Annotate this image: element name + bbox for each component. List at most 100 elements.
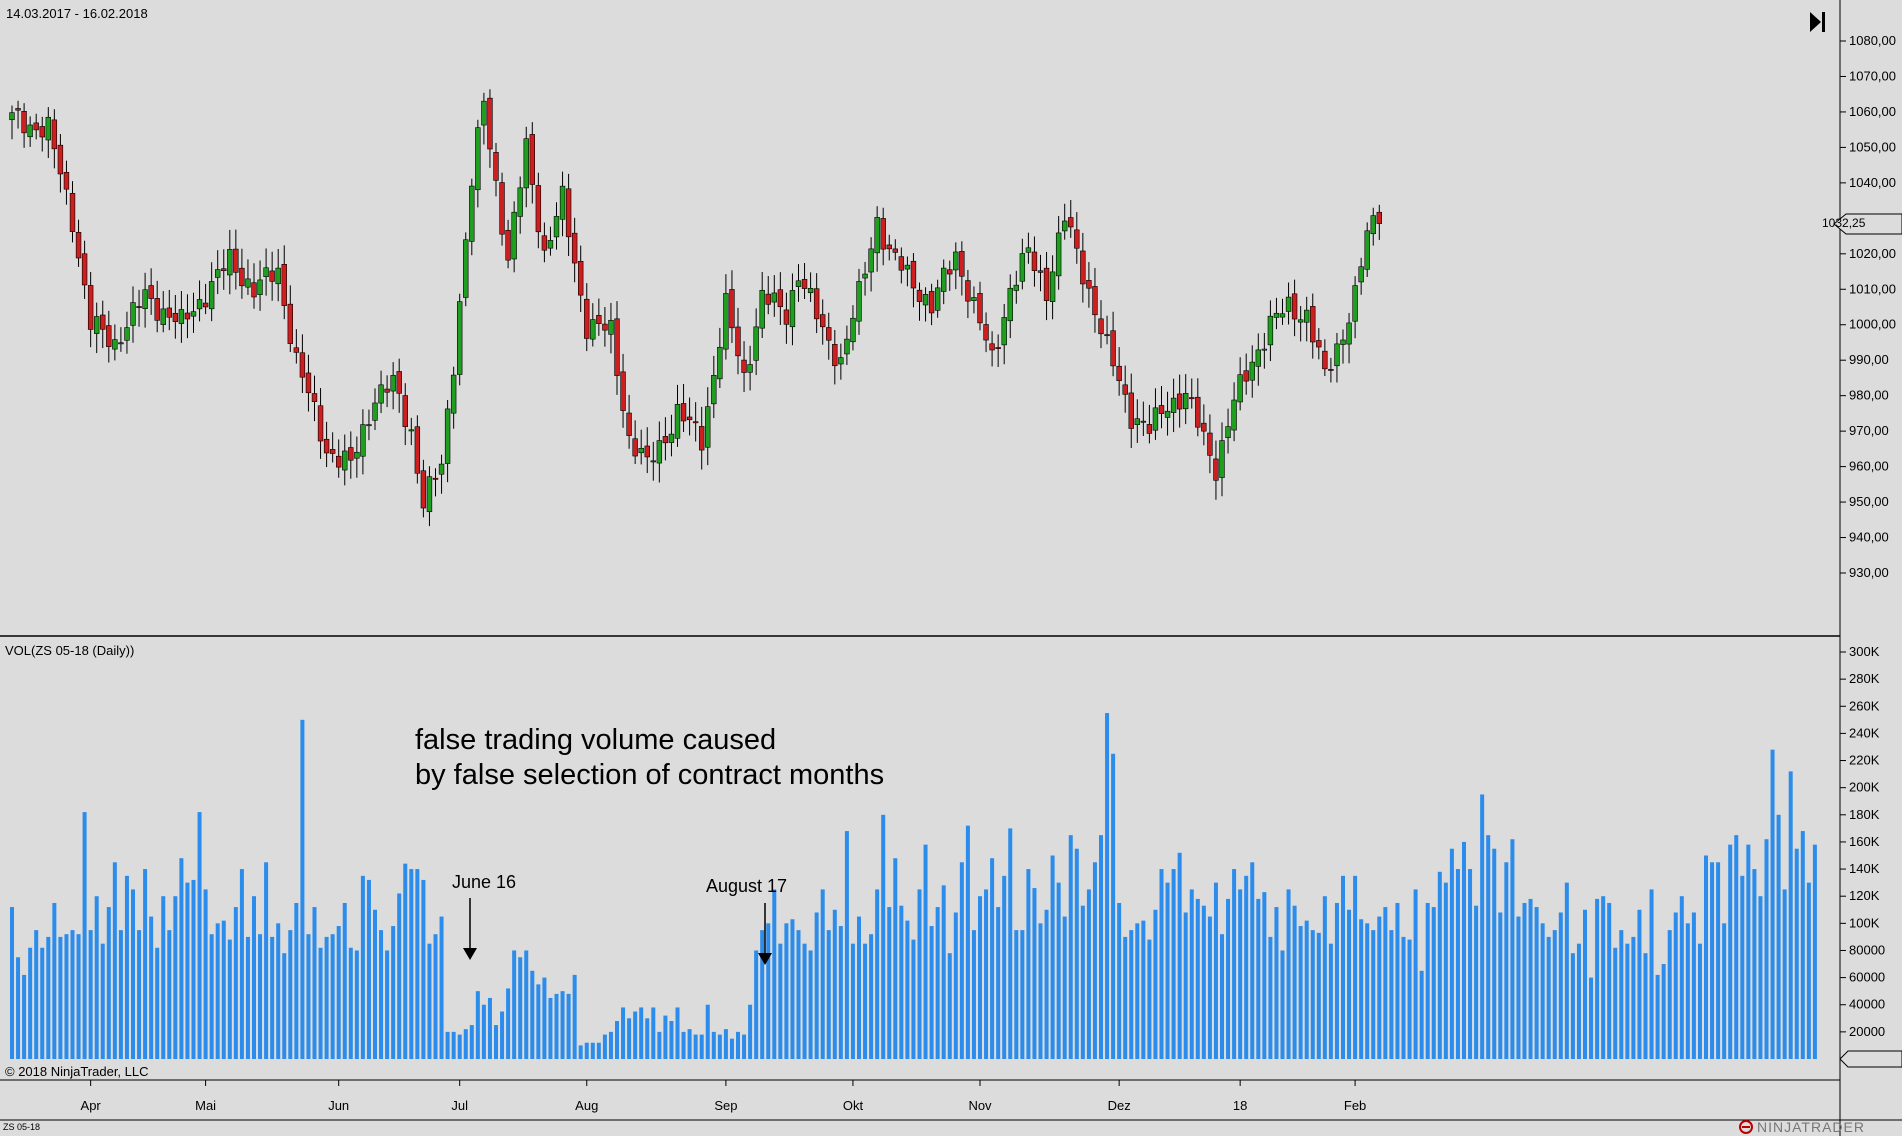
down-candle xyxy=(493,152,499,181)
volume-bar xyxy=(1558,912,1563,1059)
up-candle xyxy=(1304,309,1310,323)
up-candle xyxy=(1297,319,1304,323)
up-candle xyxy=(1267,315,1274,346)
volume-bar xyxy=(191,879,196,1059)
up-candle xyxy=(1055,232,1062,277)
volume-tick-label: 220K xyxy=(1849,753,1880,768)
down-candle xyxy=(1328,368,1334,371)
volume-bar xyxy=(554,993,559,1059)
down-candle xyxy=(541,235,548,251)
volume-bar xyxy=(1165,882,1170,1059)
volume-bar xyxy=(1232,869,1237,1059)
volume-bar xyxy=(1147,939,1152,1059)
down-candle xyxy=(329,449,336,454)
volume-bar xyxy=(832,909,837,1059)
volume-bar xyxy=(100,943,105,1059)
volume-bar xyxy=(663,1015,668,1059)
volume-bar xyxy=(1516,916,1521,1059)
volume-bar xyxy=(1334,902,1339,1059)
up-candle xyxy=(795,280,802,287)
volume-bar xyxy=(457,1034,462,1059)
price-tick-label: 1020,00 xyxy=(1849,246,1896,261)
up-candle xyxy=(456,301,463,375)
volume-bar xyxy=(1129,930,1134,1059)
down-candle xyxy=(989,343,995,351)
down-candle xyxy=(1037,270,1044,273)
down-candle xyxy=(1140,420,1147,423)
volume-bar xyxy=(433,934,438,1059)
down-candle xyxy=(910,260,917,289)
volume-bar xyxy=(1552,930,1557,1059)
up-candle xyxy=(1019,253,1026,282)
volume-bar xyxy=(294,902,299,1059)
time-tick-label: Apr xyxy=(81,1098,102,1113)
volume-bar xyxy=(94,896,99,1059)
up-candle xyxy=(771,292,778,303)
volume-bar xyxy=(1504,862,1509,1059)
skip-to-end-icon[interactable] xyxy=(1810,12,1825,32)
down-candle xyxy=(529,134,536,185)
down-candle xyxy=(729,289,735,329)
down-candle xyxy=(287,303,293,344)
volume-bar xyxy=(1734,835,1739,1059)
price-tick-label: 1080,00 xyxy=(1849,33,1896,48)
up-candle xyxy=(1279,313,1286,318)
volume-zero-marker xyxy=(1839,1050,1902,1068)
down-candle xyxy=(1043,267,1050,301)
volume-bar xyxy=(1207,916,1212,1059)
volume-bar xyxy=(645,1018,650,1059)
down-candle xyxy=(1201,422,1207,432)
volume-bar xyxy=(627,1018,632,1059)
down-candle xyxy=(765,293,771,305)
down-candle xyxy=(299,352,306,378)
volume-bar xyxy=(1685,923,1690,1059)
time-tick-label: Okt xyxy=(843,1098,864,1113)
time-tick-label: Nov xyxy=(968,1098,992,1113)
down-candle xyxy=(81,253,88,286)
down-candle xyxy=(269,270,275,282)
volume-bar xyxy=(16,957,21,1059)
volume-bar xyxy=(1510,839,1515,1059)
down-candle xyxy=(1376,211,1383,224)
up-candle xyxy=(215,269,221,278)
volume-bar xyxy=(705,1004,710,1059)
up-candle xyxy=(656,440,663,464)
volume-bar xyxy=(869,934,874,1059)
volume-bar xyxy=(1716,862,1721,1059)
volume-bar xyxy=(270,936,275,1059)
volume-bar xyxy=(112,862,117,1059)
down-candle xyxy=(620,371,626,411)
volume-tick-label: 180K xyxy=(1849,807,1880,822)
volume-bar xyxy=(1468,869,1473,1059)
price-tick-label: 970,00 xyxy=(1849,423,1889,438)
volume-bar xyxy=(1177,852,1182,1059)
volume-bar xyxy=(1062,916,1067,1059)
up-candle xyxy=(868,248,874,273)
down-candle xyxy=(535,185,542,233)
volume-tick-label: 120K xyxy=(1849,888,1880,903)
down-candle xyxy=(584,298,590,339)
down-candle xyxy=(233,248,239,273)
volume-bar xyxy=(1776,814,1781,1059)
volume-bar xyxy=(64,934,69,1059)
volume-bar xyxy=(1141,920,1146,1059)
volume-bar xyxy=(1032,888,1037,1059)
volume-bar xyxy=(572,974,577,1059)
volume-tick-label: 140K xyxy=(1849,861,1880,876)
volume-bar xyxy=(245,936,250,1059)
volume-bar xyxy=(197,812,202,1059)
volume-bar xyxy=(524,950,529,1059)
volume-bar xyxy=(1316,932,1321,1059)
up-candle xyxy=(112,339,118,350)
up-candle xyxy=(953,251,959,271)
volume-bar xyxy=(1111,753,1116,1059)
volume-bar xyxy=(391,926,396,1059)
volume-bar xyxy=(312,907,317,1059)
down-candle xyxy=(57,144,64,175)
down-candle xyxy=(239,267,245,287)
volume-bar xyxy=(336,926,341,1059)
up-candle xyxy=(1062,220,1068,232)
volume-bar xyxy=(1782,889,1787,1059)
